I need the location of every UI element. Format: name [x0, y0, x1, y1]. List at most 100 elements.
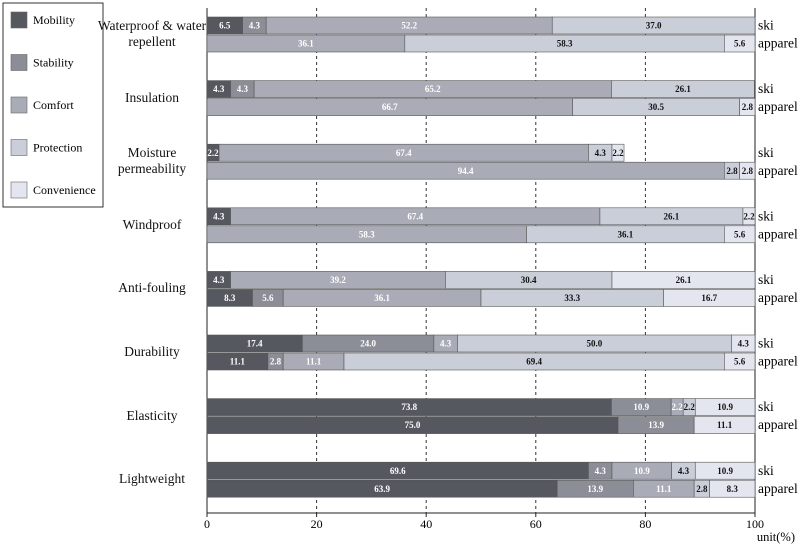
- bar-segment: [694, 461, 756, 480]
- value-label: 4.3: [595, 148, 607, 158]
- value-label: 11.1: [717, 420, 733, 430]
- value-label: 10.9: [717, 466, 733, 476]
- value-label: 2.2: [684, 402, 696, 412]
- sub-label: apparel: [758, 99, 798, 114]
- bar-segment: [742, 207, 756, 226]
- sub-label: ski: [758, 208, 774, 223]
- legend-swatch: [10, 11, 28, 29]
- bar-segment: [724, 352, 756, 371]
- sub-label: apparel: [758, 481, 798, 496]
- value-label: 33.3: [564, 293, 580, 303]
- bar-segment: [739, 98, 756, 116]
- value-label: 4.3: [678, 466, 690, 476]
- value-label: 37.0: [646, 21, 662, 31]
- category-label: Insulation: [125, 89, 179, 105]
- bar-segment: [611, 271, 756, 289]
- value-label: 10.9: [634, 466, 650, 476]
- value-label: 39.2: [330, 275, 346, 285]
- sub-label: ski: [758, 272, 774, 287]
- value-label: 63.9: [374, 484, 390, 494]
- category-label: Windproof: [122, 216, 182, 232]
- category-label: Moisture permeability: [117, 145, 187, 177]
- legend-swatch: [10, 54, 28, 71]
- value-label: 75.0: [405, 420, 421, 430]
- value-label: 50.0: [587, 339, 603, 349]
- value-label: 69.4: [526, 357, 542, 367]
- value-label: 26.1: [676, 275, 692, 285]
- sub-label: apparel: [758, 290, 798, 305]
- legend-label: Protection: [33, 140, 82, 154]
- value-label: 36.1: [618, 229, 634, 239]
- value-label: 65.2: [425, 84, 441, 94]
- bar-segment: [724, 225, 756, 244]
- value-label: 4.3: [249, 21, 261, 31]
- value-label: 13.9: [587, 484, 603, 494]
- category-label: Waterproof & water repellent: [97, 18, 207, 49]
- value-label: 26.1: [675, 84, 691, 94]
- legend-label: Mobility: [33, 13, 75, 27]
- value-label: 36.1: [298, 39, 314, 49]
- value-label: 4.3: [213, 275, 225, 285]
- category-label: Elasticity: [126, 407, 178, 423]
- bar-segment: [551, 16, 756, 35]
- category-label: Lightweight: [119, 471, 185, 487]
- value-label: 17.4: [247, 339, 263, 349]
- value-label: 24.0: [360, 339, 376, 349]
- value-label: 6.5: [219, 21, 231, 31]
- x-tick-label: 60: [530, 517, 542, 531]
- value-label: 5.6: [734, 357, 746, 367]
- bar-segment: [663, 289, 756, 307]
- x-axis-label: unit(%): [757, 530, 795, 544]
- x-tick-label: 100: [746, 517, 764, 531]
- value-label: 10.9: [717, 402, 733, 412]
- sub-label: apparel: [758, 163, 798, 178]
- sub-label: apparel: [758, 36, 798, 51]
- x-tick-label: 0: [204, 517, 210, 531]
- bar-segment: [731, 334, 756, 353]
- value-label: 30.4: [521, 275, 537, 285]
- bar-segment: [739, 161, 756, 180]
- value-label: 11.1: [306, 357, 322, 367]
- value-label: 16.7: [701, 293, 717, 303]
- value-label: 4.3: [237, 84, 249, 94]
- sub-label: ski: [758, 399, 774, 414]
- bar-segment: [694, 398, 756, 416]
- value-label: 26.1: [664, 211, 680, 221]
- value-label: 4.3: [440, 339, 452, 349]
- value-label: 11.1: [656, 484, 672, 494]
- value-label: 2.8: [742, 102, 754, 112]
- legend-swatch: [10, 181, 28, 199]
- value-label: 4.3: [738, 339, 750, 349]
- value-label: 67.4: [396, 148, 412, 158]
- sub-label: ski: [758, 81, 774, 96]
- legend-label: Comfort: [33, 98, 74, 112]
- value-label: 2.8: [270, 357, 282, 367]
- value-label: 11.1: [230, 357, 246, 367]
- value-label: 13.9: [648, 420, 664, 430]
- value-label: 67.4: [407, 211, 423, 221]
- value-label: 58.3: [557, 39, 573, 49]
- x-tick-label: 20: [311, 517, 323, 531]
- value-label: 69.6: [390, 466, 406, 476]
- value-label: 2.8: [726, 166, 738, 176]
- legend-label: Stability: [33, 55, 74, 69]
- value-label: 66.7: [382, 102, 398, 112]
- bar-segment: [693, 416, 756, 434]
- bar-segment: [611, 80, 755, 98]
- sub-label: ski: [758, 463, 774, 478]
- value-label: 52.2: [401, 21, 417, 31]
- sub-label: apparel: [758, 226, 798, 241]
- value-label: 5.6: [734, 39, 746, 49]
- sub-label: apparel: [758, 417, 798, 432]
- bar-segment: [724, 34, 756, 53]
- value-label: 5.6: [734, 229, 746, 239]
- value-label: 58.3: [359, 229, 375, 239]
- value-label: 5.6: [262, 293, 274, 303]
- value-label: 94.4: [458, 166, 474, 176]
- sub-label: ski: [758, 336, 774, 351]
- bar-segment: [709, 479, 756, 498]
- value-label: 2.8: [696, 484, 708, 494]
- value-label: 2.2: [743, 211, 755, 221]
